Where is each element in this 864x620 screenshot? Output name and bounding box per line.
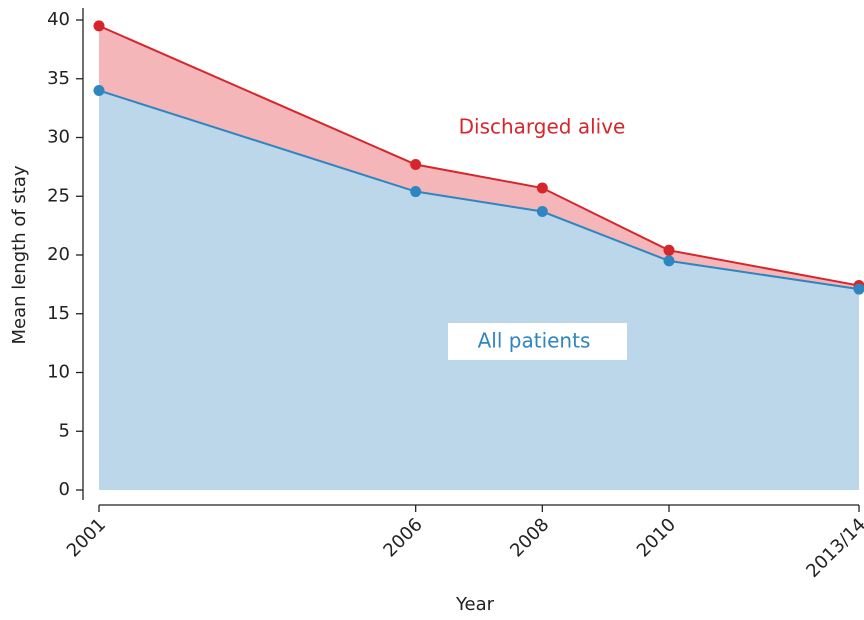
series-label: All patients (478, 329, 591, 353)
y-axis-title: Mean length of stay (9, 165, 30, 344)
y-tick-label: 5 (59, 420, 70, 441)
area-fill (99, 90, 859, 490)
y-tick-label: 15 (47, 303, 70, 324)
y-tick-label: 35 (47, 68, 70, 89)
data-point (663, 244, 675, 256)
y-tick-label: 0 (59, 479, 70, 500)
label-box (448, 323, 627, 360)
data-point (410, 186, 422, 198)
x-axis-title: Year (455, 594, 495, 615)
y-tick-label: 40 (47, 9, 70, 30)
y-tick-label: 10 (47, 362, 70, 383)
data-point (536, 206, 548, 218)
y-tick-label: 20 (47, 244, 70, 265)
series-label: Discharged alive (459, 115, 626, 139)
x-tick-label: 2013/14 (802, 514, 864, 582)
x-tick-label: 2001 (63, 514, 110, 561)
data-point (93, 85, 105, 96)
data-point (93, 20, 105, 32)
y-tick-label: 30 (47, 127, 70, 148)
x-tick-label: 2008 (506, 514, 553, 561)
data-point (663, 255, 675, 267)
data-point (853, 283, 864, 295)
y-tick-label: 25 (47, 185, 70, 206)
data-point (410, 159, 422, 171)
x-tick-label: 2010 (633, 514, 680, 561)
x-tick-label: 2006 (379, 514, 426, 561)
data-point (536, 182, 548, 194)
